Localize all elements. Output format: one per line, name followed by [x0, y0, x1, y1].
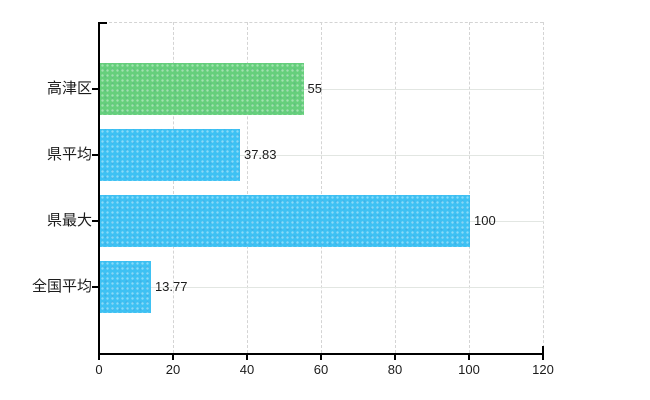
bar[interactable]	[100, 195, 470, 247]
vertical-gridline	[247, 22, 248, 353]
vertical-gridline	[395, 22, 396, 353]
bar-value-label: 100	[474, 213, 496, 228]
x-axis-tick-label: 20	[165, 362, 181, 377]
y-axis-label: 県平均	[46, 146, 92, 163]
vertical-gridline	[321, 22, 322, 353]
bar[interactable]	[100, 63, 304, 115]
y-axis-tick	[92, 286, 98, 288]
y-axis-top-cap	[98, 22, 107, 24]
y-axis-label: 県最大	[46, 212, 92, 229]
bar-value-label: 37.83	[243, 147, 277, 162]
x-axis-tick-label: 0	[95, 362, 103, 377]
horizontal-gridline	[100, 155, 544, 156]
y-axis-line	[98, 22, 100, 360]
x-axis-tick	[468, 355, 470, 360]
x-axis-line	[98, 353, 544, 355]
vertical-gridline	[173, 22, 174, 353]
x-axis-tick	[172, 355, 174, 360]
x-axis-tick-label: 80	[387, 362, 403, 377]
y-axis-tick	[92, 88, 98, 90]
x-axis-tick-label: 120	[532, 362, 554, 377]
x-axis-right-cap	[542, 346, 544, 355]
x-axis-tick	[394, 355, 396, 360]
bar-value-label: 13.77	[154, 279, 188, 294]
y-axis-label: 高津区	[46, 80, 92, 97]
horizontal-gridline	[100, 89, 544, 90]
bar[interactable]	[100, 261, 151, 313]
y-axis-label: 全国平均	[31, 278, 92, 295]
vertical-gridline	[469, 22, 470, 353]
x-axis-tick-label: 60	[313, 362, 329, 377]
x-axis-tick-label: 100	[458, 362, 480, 377]
x-axis-tick-label: 40	[239, 362, 255, 377]
y-axis-tick	[92, 154, 98, 156]
x-axis-tick	[320, 355, 322, 360]
x-axis-tick	[246, 355, 248, 360]
bar-value-label: 55	[307, 81, 322, 96]
y-axis-tick	[92, 220, 98, 222]
x-axis-tick	[542, 355, 544, 360]
horizontal-gridline	[100, 287, 544, 288]
vertical-gridline	[543, 22, 544, 353]
bar[interactable]	[100, 129, 240, 181]
